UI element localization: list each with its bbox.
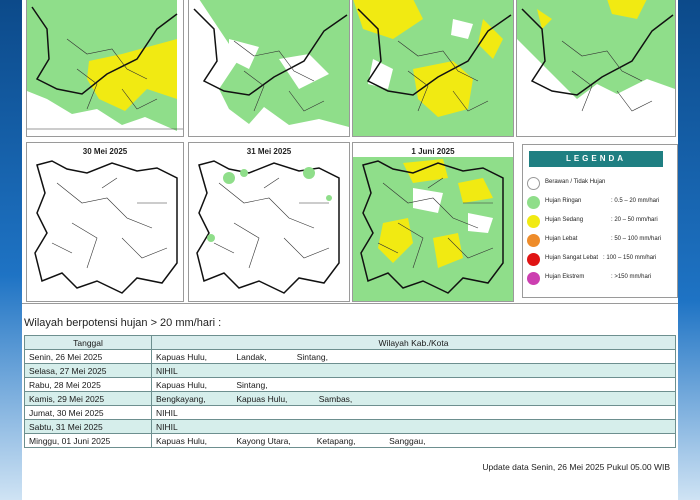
table-row: Minggu, 01 Juni 2025 Kapuas Hulu, Kayong…	[24, 433, 676, 448]
region: Sambas,	[318, 393, 353, 404]
region: Sanggau,	[389, 435, 426, 446]
table-header-date: Tanggal	[24, 335, 152, 350]
map-date: 31 Mei 2025	[246, 147, 292, 156]
legend-range: : >150 mm/hari	[611, 274, 652, 280]
map-panel-top-3	[352, 0, 514, 137]
legend-range: : 50 – 100 mm/hari	[611, 236, 662, 242]
region: Landak,	[236, 351, 267, 362]
legend-title: LEGENDA	[529, 151, 663, 167]
region: Kayong Utara,	[236, 435, 291, 446]
map-panel-top-4	[516, 0, 676, 137]
legend-range: : 100 – 150 mm/hari	[603, 255, 657, 261]
legend-item: Berawan / Tidak Hujan	[527, 177, 677, 191]
legend-label: Hujan Sangat Lebat	[545, 255, 599, 261]
region: Ketapang,	[316, 435, 356, 446]
table-header-row: Tanggal Wilayah Kab./Kota	[24, 335, 676, 350]
legend-label: Hujan Ringan	[545, 198, 582, 204]
legend-item: Hujan Sedang : 20 – 50 mm/hari	[527, 215, 677, 229]
region: NIHIL	[156, 421, 178, 432]
legend-label: Hujan Lebat	[545, 236, 578, 242]
legend-swatch	[527, 196, 540, 209]
table-row: Rabu, 28 Mei 2025 Kapuas Hulu, Sintang,	[24, 377, 676, 392]
rainfall-map	[517, 0, 675, 136]
table-row: Senin, 26 Mei 2025 Kapuas Hulu, Landak, …	[24, 349, 676, 364]
legend-label: Berawan / Tidak Hujan	[545, 179, 606, 185]
map-date: 30 Mei 2025	[82, 147, 128, 156]
region: Kapuas Hulu,	[236, 393, 288, 404]
legend-swatch	[527, 177, 540, 190]
table-row: Selasa, 27 Mei 2025 NIHIL	[24, 363, 676, 378]
legend: LEGENDA Berawan / Tidak Hujan Hujan Ring…	[522, 144, 678, 298]
section-title: Wilayah berpotensi hujan > 20 mm/hari :	[24, 317, 222, 329]
region: NIHIL	[156, 365, 178, 376]
rainfall-map	[189, 0, 349, 136]
map-panel-top-1	[26, 0, 184, 137]
region: NIHIL	[156, 407, 178, 418]
legend-range: : 0.5 – 20 mm/hari	[611, 198, 660, 204]
divider	[22, 303, 678, 304]
forecast-table: Tanggal Wilayah Kab./Kota Senin, 26 Mei …	[24, 335, 676, 448]
row-date: Selasa, 27 Mei 2025	[24, 363, 152, 378]
legend-swatch	[527, 272, 540, 285]
region: Sintang,	[296, 351, 328, 362]
legend-item: Hujan Ekstrem : >150 mm/hari	[527, 272, 677, 286]
forecast-sheet: 30 Mei 2025 31 Mei 2025 1 Juni 2025 LEG	[22, 0, 678, 500]
rainfall-map	[27, 0, 183, 136]
legend-item: Hujan Ringan : 0.5 – 20 mm/hari	[527, 196, 677, 210]
region: Sintang,	[236, 379, 268, 390]
map-panel-top-2	[188, 0, 350, 137]
region: Bengkayang,	[156, 393, 206, 404]
row-date: Rabu, 28 Mei 2025	[24, 377, 152, 392]
row-regions: Kapuas Hulu, Landak, Sintang,	[151, 349, 676, 364]
table-row: Jumat, 30 Mei 2025 NIHIL	[24, 405, 676, 420]
background-right	[678, 0, 700, 500]
rainfall-map	[189, 143, 349, 301]
rainfall-map	[27, 143, 183, 301]
legend-swatch	[527, 253, 540, 266]
legend-item: Hujan Sangat Lebat : 100 – 150 mm/hari	[527, 253, 677, 267]
row-date: Jumat, 30 Mei 2025	[24, 405, 152, 420]
row-date: Kamis, 29 Mei 2025	[24, 391, 152, 406]
map-date: 1 Juni 2025	[411, 147, 455, 156]
legend-swatch	[527, 234, 540, 247]
row-date: Senin, 26 Mei 2025	[24, 349, 152, 364]
legend-item: Hujan Lebat : 50 – 100 mm/hari	[527, 234, 677, 248]
rainfall-map	[353, 0, 513, 136]
table-row: Sabtu, 31 Mei 2025 NIHIL	[24, 419, 676, 434]
row-regions: Bengkayang, Kapuas Hulu, Sambas,	[151, 391, 676, 406]
legend-range: : 20 – 50 mm/hari	[611, 217, 658, 223]
table-header-region: Wilayah Kab./Kota	[151, 335, 676, 350]
region: Kapuas Hulu,	[156, 379, 208, 390]
row-regions: NIHIL	[151, 419, 676, 434]
map-panel-31-mei: 31 Mei 2025	[188, 142, 350, 302]
table-row: Kamis, 29 Mei 2025 Bengkayang, Kapuas Hu…	[24, 391, 676, 406]
map-panel-1-juni: 1 Juni 2025	[352, 142, 514, 302]
background-left	[0, 0, 22, 500]
legend-label: Hujan Ekstrem	[545, 274, 585, 280]
row-regions: Kapuas Hulu, Kayong Utara, Ketapang, San…	[151, 433, 676, 448]
row-date: Sabtu, 31 Mei 2025	[24, 419, 152, 434]
rainfall-map	[353, 143, 513, 301]
update-timestamp: Update data Senin, 26 Mei 2025 Pukul 05.…	[482, 462, 670, 472]
row-regions: Kapuas Hulu, Sintang,	[151, 377, 676, 392]
row-date: Minggu, 01 Juni 2025	[24, 433, 152, 448]
map-panel-30-mei: 30 Mei 2025	[26, 142, 184, 302]
row-regions: NIHIL	[151, 363, 676, 378]
legend-swatch	[527, 215, 540, 228]
row-regions: NIHIL	[151, 405, 676, 420]
legend-label: Hujan Sedang	[545, 217, 584, 223]
region: Kapuas Hulu,	[156, 351, 208, 362]
region: Kapuas Hulu,	[156, 435, 208, 446]
